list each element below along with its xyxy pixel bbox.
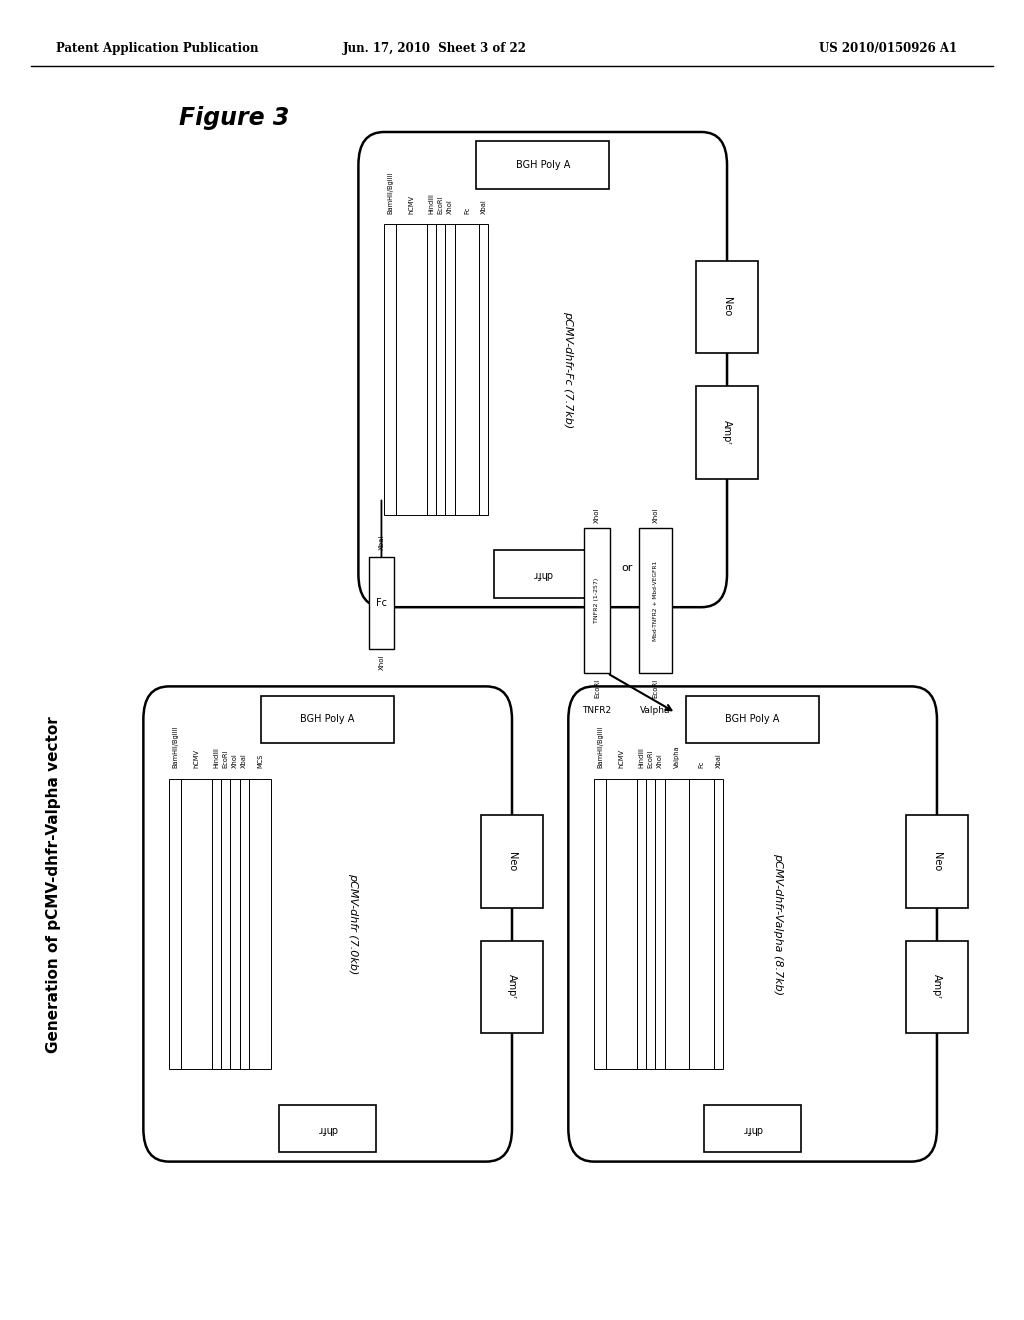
Text: EcoRI: EcoRI: [594, 678, 600, 698]
Text: BamHII/BglIII: BamHII/BglIII: [597, 726, 603, 768]
Text: Valpha: Valpha: [674, 746, 680, 768]
Text: Fc: Fc: [698, 760, 705, 768]
Text: BGH Poly A: BGH Poly A: [515, 160, 570, 170]
Text: hCMV: hCMV: [194, 750, 200, 768]
Text: Neo: Neo: [932, 851, 942, 871]
Bar: [221, 779, 230, 1069]
Text: Neo: Neo: [722, 297, 732, 317]
Bar: [584, 528, 610, 673]
FancyBboxPatch shape: [568, 686, 937, 1162]
Bar: [705, 1105, 801, 1152]
Text: EcoRI: EcoRI: [438, 195, 443, 214]
Text: Mbd-TNFR2 + Mbd-VEGFR1: Mbd-TNFR2 + Mbd-VEGFR1: [653, 561, 657, 640]
Bar: [396, 224, 427, 515]
Bar: [637, 779, 646, 1069]
Bar: [481, 814, 543, 908]
Bar: [169, 779, 181, 1069]
Text: TNFR2 (1-257): TNFR2 (1-257): [595, 578, 599, 623]
FancyBboxPatch shape: [358, 132, 727, 607]
Text: XhoI: XhoI: [657, 754, 663, 768]
Bar: [181, 779, 212, 1069]
Text: Fc: Fc: [376, 598, 387, 609]
Text: BGH Poly A: BGH Poly A: [725, 714, 780, 725]
Text: MCS: MCS: [257, 754, 263, 768]
Text: EcoRI: EcoRI: [652, 678, 658, 698]
Text: XhoI: XhoI: [379, 655, 384, 671]
Text: dhfr: dhfr: [742, 1123, 763, 1134]
Text: Fc: Fc: [464, 206, 470, 214]
Text: XhoI: XhoI: [594, 507, 600, 523]
Bar: [369, 557, 394, 649]
Text: hCMV: hCMV: [409, 195, 415, 214]
Bar: [212, 779, 221, 1069]
Text: HindIII: HindIII: [214, 747, 219, 768]
Text: Ampʳ: Ampʳ: [722, 420, 732, 445]
Text: XbaI: XbaI: [716, 754, 721, 768]
Text: Ampʳ: Ampʳ: [507, 974, 517, 999]
Text: Jun. 17, 2010  Sheet 3 of 22: Jun. 17, 2010 Sheet 3 of 22: [343, 42, 527, 55]
Bar: [249, 779, 271, 1069]
Bar: [696, 385, 758, 479]
Bar: [455, 224, 479, 515]
Bar: [639, 528, 672, 673]
Bar: [445, 224, 455, 515]
Text: Figure 3: Figure 3: [179, 106, 290, 129]
Text: XbaI: XbaI: [481, 199, 486, 214]
Bar: [906, 940, 968, 1032]
Text: pCMV-dhfr (7.0kb): pCMV-dhfr (7.0kb): [348, 874, 358, 974]
Text: Neo: Neo: [507, 851, 517, 871]
Text: Valpha: Valpha: [640, 706, 671, 715]
Text: XbaI: XbaI: [379, 535, 384, 550]
Bar: [696, 261, 758, 354]
Bar: [240, 779, 249, 1069]
Bar: [476, 141, 609, 189]
Bar: [646, 779, 655, 1069]
Bar: [495, 550, 592, 598]
Text: pCMV-dhfr-Valpha (8.7kb): pCMV-dhfr-Valpha (8.7kb): [773, 853, 783, 995]
Bar: [606, 779, 637, 1069]
Text: hCMV: hCMV: [618, 750, 625, 768]
Bar: [714, 779, 723, 1069]
Bar: [655, 779, 665, 1069]
Text: dhfr: dhfr: [532, 569, 553, 579]
Bar: [436, 224, 445, 515]
Text: XbaI: XbaI: [242, 754, 247, 768]
Bar: [479, 224, 488, 515]
Text: BamHII/BglIII: BamHII/BglIII: [387, 172, 393, 214]
Text: or: or: [621, 562, 633, 573]
Text: HindIII: HindIII: [429, 193, 434, 214]
Text: EcoRI: EcoRI: [648, 750, 653, 768]
Text: TNFR2: TNFR2: [583, 706, 611, 715]
Bar: [686, 696, 819, 743]
Text: pCMV-dhfr-Fc (7.7kb): pCMV-dhfr-Fc (7.7kb): [563, 312, 573, 428]
Text: EcoRI: EcoRI: [223, 750, 228, 768]
Text: Patent Application Publication: Patent Application Publication: [56, 42, 259, 55]
Text: BGH Poly A: BGH Poly A: [300, 714, 355, 725]
Bar: [906, 814, 968, 908]
Bar: [665, 779, 689, 1069]
Text: BamHII/BglIII: BamHII/BglIII: [172, 726, 178, 768]
FancyBboxPatch shape: [143, 686, 512, 1162]
Bar: [594, 779, 606, 1069]
Text: US 2010/0150926 A1: US 2010/0150926 A1: [819, 42, 957, 55]
Bar: [261, 696, 394, 743]
Bar: [384, 224, 396, 515]
Bar: [279, 1105, 377, 1152]
Bar: [689, 779, 714, 1069]
Text: XhoI: XhoI: [232, 754, 238, 768]
Text: HindIII: HindIII: [639, 747, 644, 768]
Text: XhoI: XhoI: [447, 199, 453, 214]
Text: dhfr: dhfr: [317, 1123, 338, 1134]
Text: Generation of pCMV-dhfr-Valpha vector: Generation of pCMV-dhfr-Valpha vector: [46, 715, 61, 1053]
Bar: [230, 779, 240, 1069]
Bar: [427, 224, 436, 515]
Text: XhoI: XhoI: [652, 507, 658, 523]
Text: Ampʳ: Ampʳ: [932, 974, 942, 999]
Bar: [481, 940, 543, 1032]
